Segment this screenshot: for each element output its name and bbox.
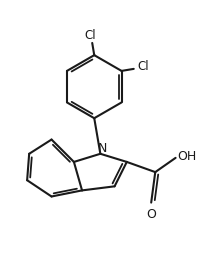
Text: O: O bbox=[146, 208, 156, 221]
Text: Cl: Cl bbox=[84, 29, 96, 42]
Text: Cl: Cl bbox=[138, 60, 149, 73]
Text: OH: OH bbox=[178, 150, 197, 163]
Text: N: N bbox=[98, 142, 107, 155]
